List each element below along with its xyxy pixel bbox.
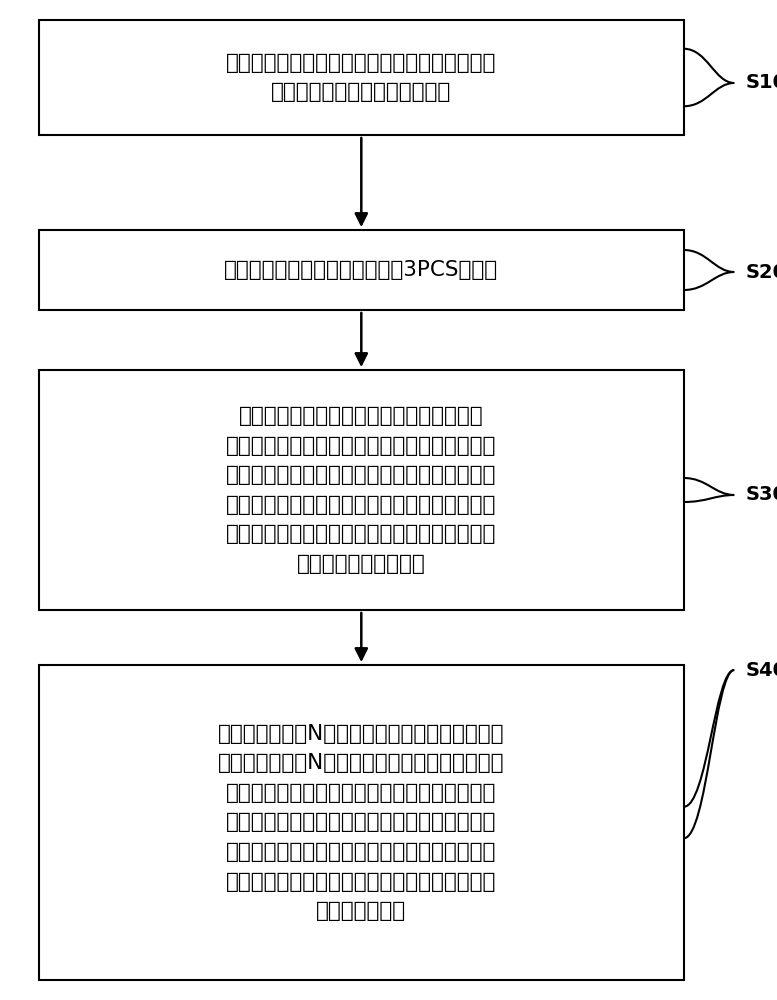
Bar [39, 230, 684, 310]
Text: S10: S10 [746, 74, 777, 93]
Bar [39, 370, 684, 610]
Text: S40: S40 [746, 660, 777, 680]
Text: 获取参考值：获取待检测批次锂电池每次充放电
循环后的容量保持百分率参考值: 获取参考值：获取待检测批次锂电池每次充放电 循环后的容量保持百分率参考值 [226, 53, 497, 102]
Bar [39, 665, 684, 980]
Text: 抽样：从该批锂电池中随机抽取3PCS锂电池: 抽样：从该批锂电池中随机抽取3PCS锂电池 [225, 260, 498, 280]
Text: 比较：将锂电池N次充放电循环后的实际容量保持
百分率与锂电池N次充放电循环后容量保持百分率
参考值做比较，小于参考值判定该批锂电池充放
电循环寿命不合格，大于参: 比较：将锂电池N次充放电循环后的实际容量保持 百分率与锂电池N次充放电循环后容量… [218, 724, 504, 921]
Text: S20: S20 [746, 262, 777, 282]
Text: S30: S30 [746, 486, 777, 504]
Bar [39, 20, 684, 135]
Text: 获取实际容量保持百分率：将所述抽样的锂
电池在分容柜上进行充放电循环，每完成一次充
放电循环后，记录所述锂电池该次的实际容量值
，计算该次实际容量值与所述锂电池: 获取实际容量保持百分率：将所述抽样的锂 电池在分容柜上进行充放电循环，每完成一次… [226, 406, 497, 574]
